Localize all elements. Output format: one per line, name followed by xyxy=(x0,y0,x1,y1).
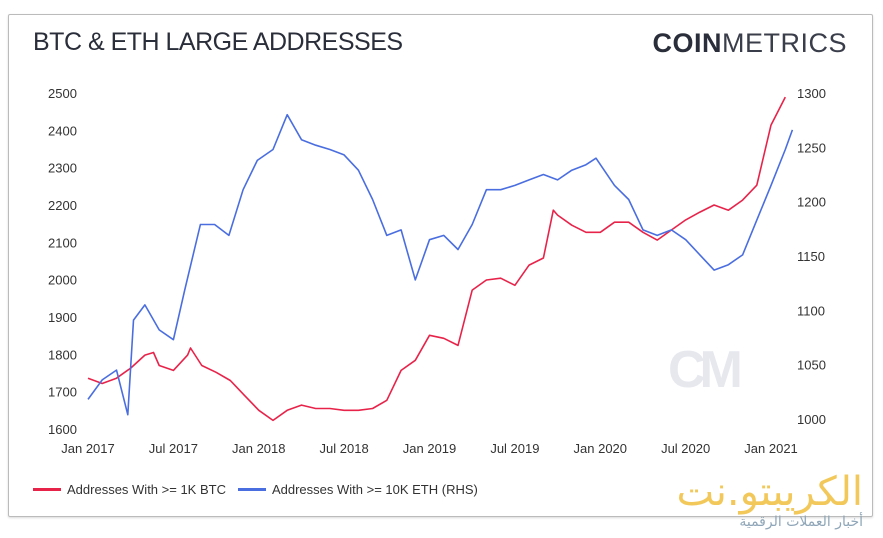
y-right-tick-label: 1000 xyxy=(797,412,826,427)
legend-label-btc: Addresses With >= 1K BTC xyxy=(67,482,226,497)
legend-item-btc[interactable]: Addresses With >= 1K BTC xyxy=(33,482,226,497)
brand-light: METRICS xyxy=(722,28,847,58)
y-left-tick-label: 1800 xyxy=(48,347,77,362)
x-tick-label: Jan 2020 xyxy=(574,441,628,456)
legend-item-eth[interactable]: Addresses With >= 10K ETH (RHS) xyxy=(237,482,478,497)
chart-title: BTC & ETH LARGE ADDRESSES xyxy=(33,28,403,56)
y-right-tick-label: 1250 xyxy=(797,140,826,155)
legend: Addresses With >= 1K BTC Addresses With … xyxy=(33,482,478,497)
x-tick-label: Jul 2017 xyxy=(149,441,198,456)
legend-swatch-btc xyxy=(33,488,61,491)
cm-watermark: CM xyxy=(668,341,743,399)
eth-series-line xyxy=(87,113,794,416)
coinmetrics-logo: COINMETRICS xyxy=(653,28,848,59)
legend-label-eth: Addresses With >= 10K ETH (RHS) xyxy=(271,482,478,497)
y-right-tick-label: 1150 xyxy=(797,249,825,264)
x-tick-label: Jul 2019 xyxy=(490,441,539,456)
y-left-tick-label: 2500 xyxy=(48,86,77,101)
brand-bold: COIN xyxy=(652,28,722,58)
y-left-tick-label: 1900 xyxy=(48,310,77,325)
y-left-tick-label: 1600 xyxy=(48,422,77,437)
site-watermark: الكريبتو.نت أخبار العملات الرقمية xyxy=(676,470,863,530)
y-right-tick-label: 1100 xyxy=(797,303,825,318)
x-tick-label: Jan 2017 xyxy=(61,441,115,456)
chart-frame xyxy=(8,14,873,517)
y-left-tick-label: 2300 xyxy=(48,161,77,176)
y-right-tick-label: 1200 xyxy=(797,195,826,210)
watermark-site-name: الكريبتو.نت xyxy=(676,469,863,515)
btc-series-line xyxy=(87,96,787,422)
x-tick-label: Jan 2018 xyxy=(232,441,286,456)
x-tick-label: Jul 2020 xyxy=(661,441,710,456)
legend-swatch-eth xyxy=(237,488,266,491)
watermark-tagline: أخبار العملات الرقمية xyxy=(739,514,863,530)
x-tick-label: Jul 2018 xyxy=(320,441,369,456)
y-right-tick-label: 1050 xyxy=(797,358,826,373)
x-tick-label: Jan 2019 xyxy=(403,441,457,456)
y-left-tick-label: 2000 xyxy=(48,273,77,288)
y-left-tick-label: 2400 xyxy=(48,123,77,138)
x-tick-label: Jan 2021 xyxy=(744,441,798,456)
y-left-tick-label: 1700 xyxy=(48,385,77,400)
y-left-tick-label: 2100 xyxy=(48,235,77,250)
y-left-tick-label: 2200 xyxy=(48,198,77,213)
y-right-tick-label: 1300 xyxy=(797,86,826,101)
